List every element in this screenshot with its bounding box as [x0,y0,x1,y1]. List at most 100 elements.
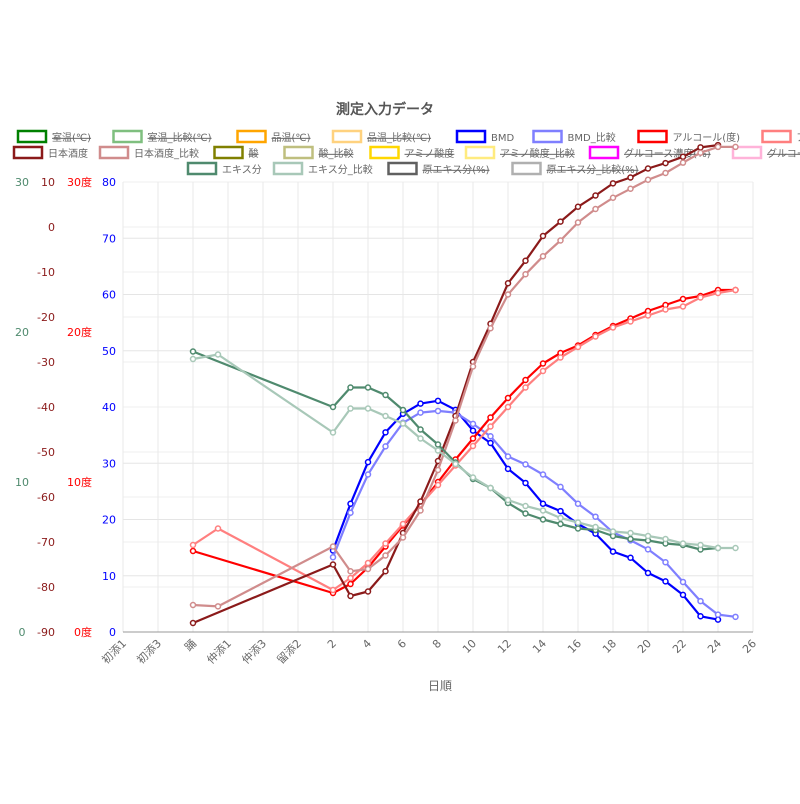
data-point[interactable] [593,514,598,519]
data-point[interactable] [523,378,528,383]
data-point[interactable] [453,418,458,423]
data-point[interactable] [733,144,738,149]
data-point[interactable] [418,436,423,441]
data-point[interactable] [628,537,633,542]
data-point[interactable] [331,430,336,435]
data-point[interactable] [506,292,511,297]
data-point[interactable] [216,604,221,609]
data-point[interactable] [716,546,721,551]
data-point[interactable] [436,468,441,473]
legend-item[interactable]: 日本酒度 [14,147,88,160]
data-point[interactable] [383,541,388,546]
data-point[interactable] [331,544,336,549]
data-point[interactable] [698,614,703,619]
data-point[interactable] [366,406,371,411]
data-point[interactable] [681,579,686,584]
data-point[interactable] [646,177,651,182]
data-point[interactable] [611,325,616,330]
data-point[interactable] [663,579,668,584]
data-point[interactable] [576,220,581,225]
data-point[interactable] [216,352,221,357]
data-point[interactable] [506,466,511,471]
data-point[interactable] [366,472,371,477]
data-point[interactable] [733,288,738,293]
data-point[interactable] [681,160,686,165]
data-point[interactable] [558,219,563,224]
data-point[interactable] [506,281,511,286]
data-point[interactable] [506,396,511,401]
data-point[interactable] [663,560,668,565]
data-point[interactable] [506,405,511,410]
data-point[interactable] [681,304,686,309]
data-point[interactable] [523,258,528,263]
data-point[interactable] [366,589,371,594]
legend-item[interactable]: 原エキス分_比較(%) [513,163,639,176]
data-point[interactable] [628,175,633,180]
data-point[interactable] [541,501,546,506]
data-point[interactable] [716,144,721,149]
data-point[interactable] [191,621,196,626]
data-point[interactable] [506,498,511,503]
data-point[interactable] [191,603,196,608]
data-point[interactable] [348,594,353,599]
data-point[interactable] [488,486,493,491]
data-point[interactable] [366,567,371,572]
data-point[interactable] [366,385,371,390]
legend-item[interactable]: 室温(℃) [18,131,91,144]
data-point[interactable] [471,364,476,369]
data-point[interactable] [191,357,196,362]
data-point[interactable] [436,398,441,403]
legend-item[interactable]: 品温_比較(℃) [333,131,431,144]
data-point[interactable] [348,501,353,506]
data-point[interactable] [646,313,651,318]
legend-item[interactable]: エキス分 [188,163,262,176]
data-point[interactable] [191,543,196,548]
data-point[interactable] [646,547,651,552]
data-point[interactable] [506,454,511,459]
data-point[interactable] [593,193,598,198]
data-point[interactable] [576,345,581,350]
data-point[interactable] [663,537,668,542]
data-point[interactable] [541,254,546,259]
data-point[interactable] [523,480,528,485]
data-point[interactable] [733,614,738,619]
data-point[interactable] [418,499,423,504]
data-point[interactable] [593,525,598,530]
data-point[interactable] [541,508,546,513]
data-point[interactable] [471,444,476,449]
data-point[interactable] [401,408,406,413]
data-point[interactable] [681,297,686,302]
data-point[interactable] [331,555,336,560]
data-point[interactable] [716,612,721,617]
data-point[interactable] [628,319,633,324]
data-point[interactable] [383,430,388,435]
data-point[interactable] [488,326,493,331]
data-point[interactable] [348,385,353,390]
data-point[interactable] [331,588,336,593]
data-point[interactable] [523,385,528,390]
data-point[interactable] [191,549,196,554]
data-point[interactable] [383,444,388,449]
data-point[interactable] [698,295,703,300]
data-point[interactable] [331,562,336,567]
data-point[interactable] [646,570,651,575]
data-point[interactable] [331,405,336,410]
data-point[interactable] [611,549,616,554]
data-point[interactable] [348,406,353,411]
data-point[interactable] [611,529,616,534]
data-point[interactable] [471,428,476,433]
data-point[interactable] [191,349,196,354]
data-point[interactable] [523,504,528,509]
data-point[interactable] [681,154,686,159]
data-point[interactable] [471,436,476,441]
data-point[interactable] [558,484,563,489]
legend-item[interactable]: 品温(℃) [238,131,311,144]
legend-item[interactable]: アミノ酸度_比較 [466,147,575,160]
data-point[interactable] [488,415,493,420]
data-point[interactable] [348,569,353,574]
data-point[interactable] [733,546,738,551]
legend-item[interactable]: 日本酒度_比較 [100,147,199,160]
legend-item[interactable]: BMD [457,131,514,144]
legend-item[interactable]: グルコース濃度_比較(%) [733,147,800,160]
data-point[interactable] [558,509,563,514]
